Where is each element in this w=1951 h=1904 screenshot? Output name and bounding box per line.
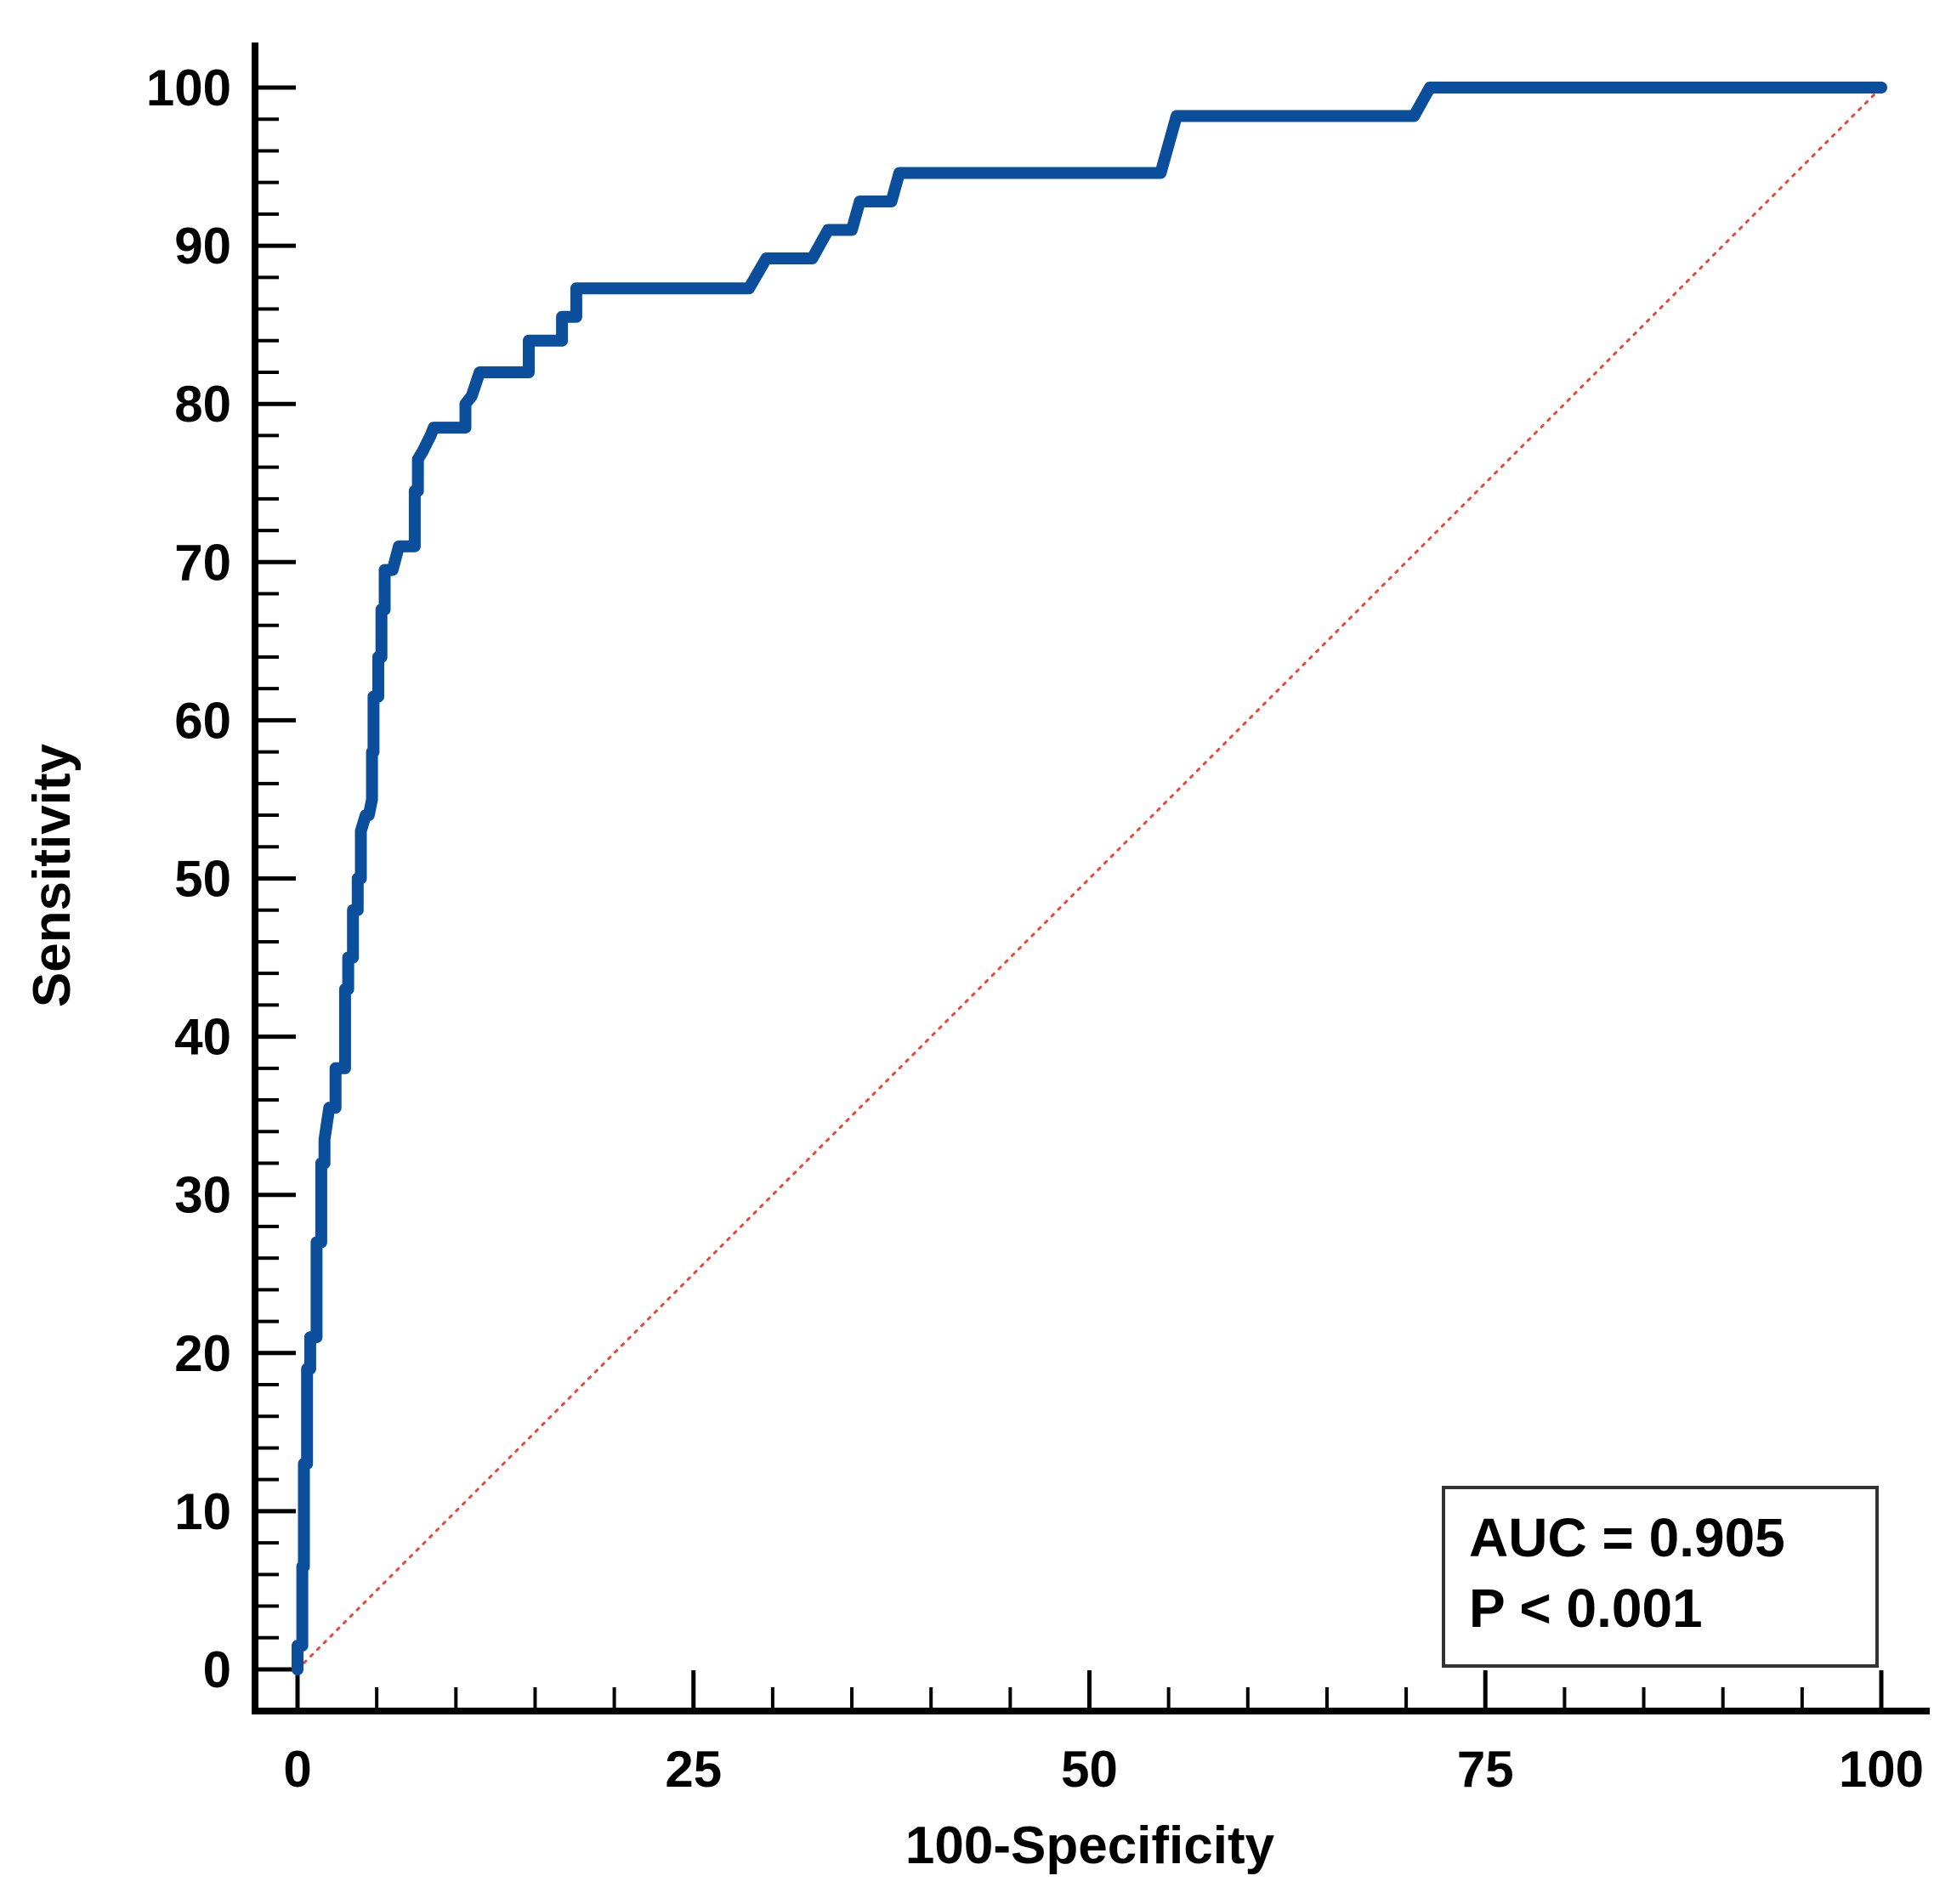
x-tick-label: 25 bbox=[665, 1741, 722, 1798]
auc-label: AUC = 0.905 bbox=[1469, 1507, 1785, 1568]
p-value-label: P < 0.001 bbox=[1469, 1578, 1703, 1639]
y-tick-label: 80 bbox=[174, 376, 231, 433]
y-tick-label: 30 bbox=[174, 1167, 231, 1224]
y-tick-label: 40 bbox=[174, 1009, 231, 1066]
x-tick-label: 75 bbox=[1457, 1741, 1514, 1798]
y-tick-label: 10 bbox=[174, 1483, 231, 1540]
y-axis-title: Sensitivity bbox=[23, 743, 82, 1007]
y-tick-label: 50 bbox=[174, 851, 231, 908]
annotation-box-frame bbox=[1442, 1486, 1879, 1668]
x-axis-title: 100-Specificity bbox=[905, 1816, 1275, 1875]
series-layer bbox=[292, 82, 1887, 1675]
y-tick-label: 20 bbox=[174, 1325, 231, 1382]
y-tick-label: 60 bbox=[174, 692, 231, 749]
x-tick-labels: 0 25 50 75 100 bbox=[283, 1741, 1924, 1798]
x-tick-label: 50 bbox=[1061, 1741, 1118, 1798]
annotation-box: AUC = 0.905 P < 0.001 bbox=[1442, 1486, 1879, 1668]
minor-ticks bbox=[255, 117, 1804, 1711]
y-tick-labels: 0 10 20 30 40 50 60 70 80 90 100 bbox=[146, 60, 231, 1698]
y-tick-label: 70 bbox=[174, 534, 231, 591]
x-tick-label: 0 bbox=[283, 1741, 311, 1798]
roc-curve-line bbox=[292, 82, 1887, 1675]
major-ticks bbox=[253, 85, 1884, 1713]
reference-diagonal-line bbox=[296, 86, 1883, 1671]
y-tick-label: 0 bbox=[203, 1641, 231, 1698]
x-tick-label: 100 bbox=[1839, 1741, 1924, 1798]
y-tick-label: 100 bbox=[146, 60, 231, 116]
y-tick-label: 90 bbox=[174, 218, 231, 275]
